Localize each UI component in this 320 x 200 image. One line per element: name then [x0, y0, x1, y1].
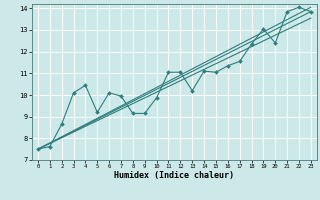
X-axis label: Humidex (Indice chaleur): Humidex (Indice chaleur)	[115, 171, 234, 180]
